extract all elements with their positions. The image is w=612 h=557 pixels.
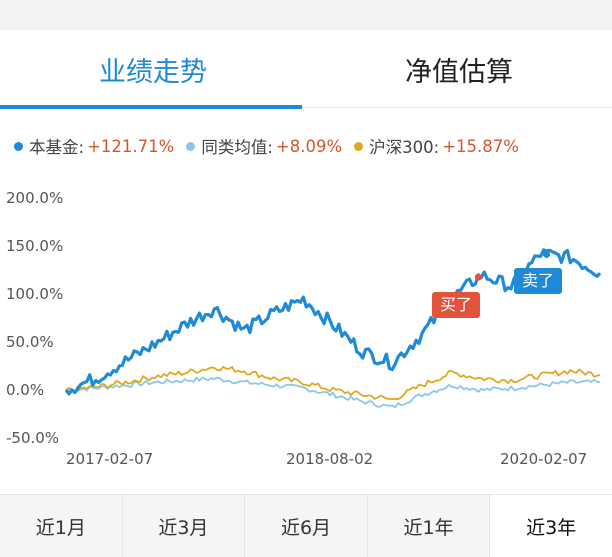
period-1-month[interactable]: 近1月 [0, 495, 123, 557]
period-1-year[interactable]: 近1年 [368, 495, 491, 557]
sell-marker[interactable]: 卖了 [514, 268, 563, 294]
legend-label-csi300: 沪深300: [369, 138, 440, 157]
legend-item-peer-average: 同类均值: +8.09% [186, 134, 342, 158]
sell-point [543, 250, 551, 258]
period-6-months[interactable]: 近6月 [245, 495, 368, 557]
active-tab-indicator [0, 105, 302, 109]
legend-dot-csi300 [354, 141, 364, 151]
legend-dot-peer-average [186, 141, 196, 151]
legend-value-csi300: +15.87% [442, 136, 519, 156]
tab-performance-trend-label: 业绩走势 [99, 56, 207, 88]
series-line-fund [64, 248, 602, 396]
tab-nav-estimate[interactable]: 净值估算 [306, 30, 612, 108]
series-line-peer-average [65, 376, 601, 409]
legend-value-fund: +121.71% [87, 136, 175, 156]
tab-nav-estimate-label: 净值估算 [405, 56, 513, 88]
legend-item-fund: 本基金: +121.71% [14, 134, 174, 158]
period-3-years[interactable]: 近3年 [490, 495, 612, 557]
legend-label-fund: 本基金: [29, 138, 85, 157]
y-tick-label: 100.0% [6, 285, 63, 303]
y-tick-label: 0.0% [6, 381, 44, 399]
chart-legend: 本基金: +121.71% 同类均值: +8.09% 沪深300: +15.87… [14, 133, 606, 159]
y-tick-label: 150.0% [6, 237, 63, 255]
legend-value-peer-average: +8.09% [275, 136, 343, 156]
period-selector: 近1月 近3月 近6月 近1年 近3年 [0, 494, 612, 557]
y-tick-label: 50.0% [6, 333, 54, 351]
tab-performance-trend[interactable]: 业绩走势 [0, 30, 306, 109]
legend-label-peer-average: 同类均值: [201, 138, 273, 157]
performance-chart[interactable]: 200.0% 150.0% 100.0% 50.0% 0.0% -50.0% 2017-02… [0, 180, 612, 470]
legend-item-csi300: 沪深300: +15.87% [354, 134, 519, 158]
period-3-months[interactable]: 近3月 [123, 495, 246, 557]
y-tick-label: 200.0% [6, 189, 63, 207]
x-tick-label: 2020-02-07 [500, 450, 587, 468]
x-tick-label: 2018-08-02 [286, 450, 373, 468]
buy-marker[interactable]: 买了 [432, 292, 481, 318]
buy-point [474, 273, 482, 281]
legend-dot-fund [14, 141, 23, 151]
performance-chart-svg: 200.0% 150.0% 100.0% 50.0% 0.0% -50.0% 2017-02… [6, 189, 602, 468]
tab-bar: 业绩走势 净值估算 [0, 30, 612, 109]
x-tick-label: 2017-02-07 [66, 450, 153, 468]
status-strip [0, 0, 612, 30]
series-line-csi300 [65, 365, 601, 400]
y-tick-label: -50.0% [6, 429, 59, 447]
